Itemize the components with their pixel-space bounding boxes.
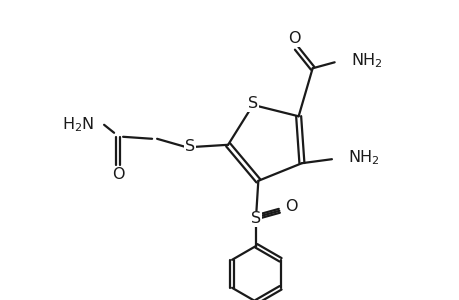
Text: S: S [251,211,261,226]
Text: NH$_2$: NH$_2$ [350,51,381,70]
Text: S: S [247,96,257,111]
Text: NH$_2$: NH$_2$ [347,148,379,167]
Text: H$_2$N: H$_2$N [62,116,94,134]
Text: O: O [288,31,300,46]
Text: O: O [285,199,297,214]
Text: O: O [112,167,124,182]
Text: S: S [185,139,195,154]
